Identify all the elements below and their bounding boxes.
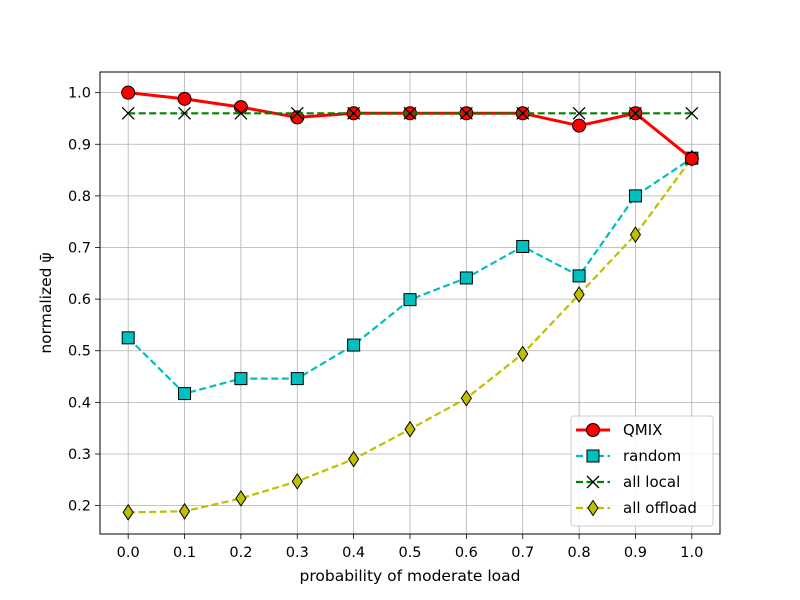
qmix-point: [233, 100, 248, 115]
all-offload-point: [178, 502, 191, 520]
random-point: [572, 269, 586, 283]
x-tick-label: 0.0: [117, 545, 140, 561]
y-tick-label: 0.9: [68, 137, 91, 153]
legend-label: random: [623, 447, 681, 465]
y-tick-label: 0.7: [68, 241, 91, 257]
y-tick-label: 0.2: [68, 499, 91, 515]
plot-series: [121, 85, 699, 521]
x-tick-label: 0.4: [342, 545, 365, 561]
legend-entry-all-local: all local: [576, 473, 680, 491]
qmix-point: [177, 91, 192, 106]
x-tick-label: 0.1: [173, 545, 196, 561]
legend: QMIX random all local all offload: [570, 415, 714, 527]
legend-entry-all-offload: all offload: [576, 499, 697, 517]
all-offload-point: [629, 226, 642, 244]
y-tick-label: 1.0: [68, 86, 91, 102]
all-offload-point: [404, 420, 416, 438]
x-tick-label: 0.3: [286, 545, 309, 561]
series-all-offload: [122, 149, 698, 521]
all-local-point: [121, 106, 135, 120]
x-tick-label: 0.5: [398, 545, 421, 561]
x-axis-label: probability of moderate load: [300, 567, 521, 585]
qmix-point: [572, 118, 587, 133]
all-offload-point: [348, 450, 360, 468]
legend-box: [570, 415, 714, 527]
legend-label: all local: [623, 473, 680, 491]
random-point: [347, 338, 361, 352]
all-local-point: [403, 106, 417, 120]
y-tick-label: 0.3: [68, 447, 91, 463]
legend-label: all offload: [623, 499, 697, 517]
legend-marker: [586, 449, 600, 463]
qmix-point: [684, 151, 699, 166]
random-point: [628, 189, 642, 203]
all-offload-point: [460, 389, 472, 407]
legend-entry-qmix: QMIX: [576, 421, 662, 439]
all-offload-point: [122, 503, 134, 521]
all-offload-point: [235, 489, 247, 507]
x-tick-label: 0.9: [624, 545, 647, 561]
x-tick-label: 0.8: [568, 545, 591, 561]
all-offload-point: [517, 345, 529, 363]
all-local-point: [290, 106, 304, 120]
x-tick-label: 1.0: [680, 545, 703, 561]
x-tick-label: 0.6: [455, 545, 478, 561]
random-point: [234, 372, 248, 386]
axis-ticks: 0.0 0.1 0.2 0.3 0.4 0.5 0.6 0.7 0.8 0.9 1.0 0.2 0.3 0…: [68, 86, 703, 561]
all-offload-point: [291, 472, 303, 490]
all-local-point: [628, 106, 642, 120]
random-point: [178, 387, 192, 401]
x-tick-label: 0.7: [511, 545, 534, 561]
random-point: [516, 239, 530, 253]
y-tick-label: 0.5: [68, 344, 91, 360]
legend-marker: [587, 499, 599, 517]
random-point: [459, 271, 473, 285]
random-point: [121, 331, 135, 345]
all-offload-point: [573, 286, 585, 303]
all-local-point: [572, 106, 586, 120]
random-point: [290, 372, 304, 386]
random-point: [403, 293, 417, 307]
all-local-point: [234, 106, 248, 120]
y-tick-label: 0.6: [68, 292, 91, 308]
x-tick-label: 0.2: [229, 545, 252, 561]
all-local-point: [178, 106, 192, 120]
legend-label: QMIX: [623, 421, 662, 439]
legend-entry-random: random: [576, 447, 681, 465]
legend-marker: [586, 423, 600, 437]
legend-marker: [586, 475, 600, 489]
y-tick-label: 0.8: [68, 189, 91, 205]
all-local-point: [347, 106, 361, 120]
all-local-point: [459, 106, 473, 120]
y-axis-label: normalized ψ̄: [37, 252, 55, 353]
y-tick-label: 0.4: [68, 395, 91, 411]
qmix-point: [121, 85, 136, 100]
all-local-point: [516, 106, 530, 120]
all-local-point: [685, 106, 699, 120]
series-all-local: [121, 106, 699, 120]
